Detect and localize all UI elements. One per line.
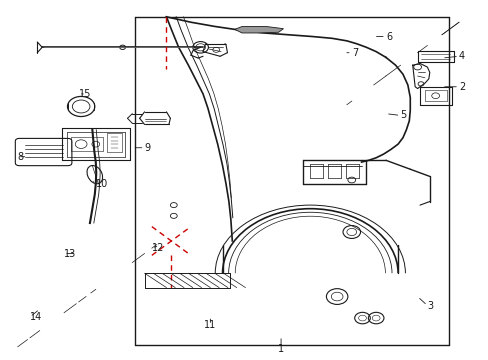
Text: 11: 11 (204, 320, 216, 330)
Text: 12: 12 (152, 243, 164, 253)
Text: 15: 15 (79, 89, 91, 99)
Text: 7: 7 (351, 48, 357, 58)
Text: 14: 14 (30, 312, 42, 322)
Text: 3: 3 (427, 301, 432, 311)
Text: 9: 9 (144, 143, 150, 153)
Text: 2: 2 (458, 82, 465, 92)
Text: 8: 8 (18, 152, 24, 162)
Text: 10: 10 (96, 179, 108, 189)
Text: 4: 4 (458, 51, 464, 61)
Text: 6: 6 (385, 32, 391, 41)
Text: 13: 13 (64, 248, 76, 258)
Text: 5: 5 (400, 111, 406, 121)
Text: 1: 1 (278, 343, 284, 354)
Polygon shape (234, 27, 283, 33)
